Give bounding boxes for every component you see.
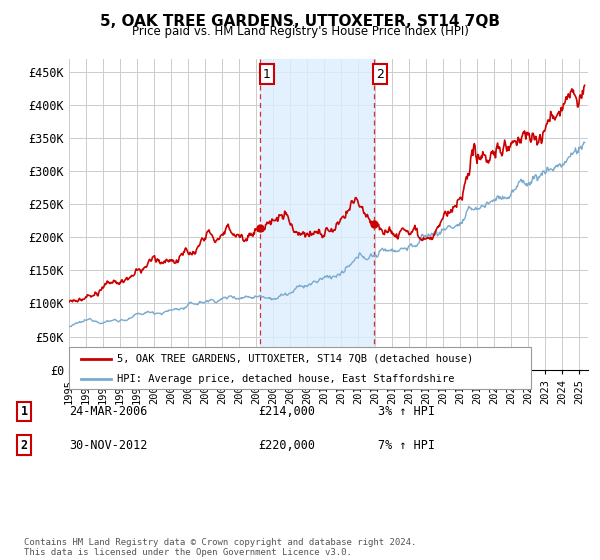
Text: 7% ↑ HPI: 7% ↑ HPI [378, 438, 435, 452]
Text: 1: 1 [20, 405, 28, 418]
Text: 5, OAK TREE GARDENS, UTTOXETER, ST14 7QB (detached house): 5, OAK TREE GARDENS, UTTOXETER, ST14 7QB… [117, 354, 473, 364]
Text: 5, OAK TREE GARDENS, UTTOXETER, ST14 7QB: 5, OAK TREE GARDENS, UTTOXETER, ST14 7QB [100, 14, 500, 29]
Text: 2: 2 [20, 438, 28, 452]
Text: HPI: Average price, detached house, East Staffordshire: HPI: Average price, detached house, East… [117, 374, 455, 384]
Text: Contains HM Land Registry data © Crown copyright and database right 2024.
This d: Contains HM Land Registry data © Crown c… [24, 538, 416, 557]
Bar [260, 59, 374, 370]
Text: 2: 2 [376, 68, 385, 81]
Text: 3% ↑ HPI: 3% ↑ HPI [378, 405, 435, 418]
Text: Price paid vs. HM Land Registry's House Price Index (HPI): Price paid vs. HM Land Registry's House … [131, 25, 469, 38]
Text: 1: 1 [263, 68, 271, 81]
Text: £214,000: £214,000 [258, 405, 315, 418]
Text: 24-MAR-2006: 24-MAR-2006 [69, 405, 148, 418]
Text: 30-NOV-2012: 30-NOV-2012 [69, 438, 148, 452]
Text: £220,000: £220,000 [258, 438, 315, 452]
